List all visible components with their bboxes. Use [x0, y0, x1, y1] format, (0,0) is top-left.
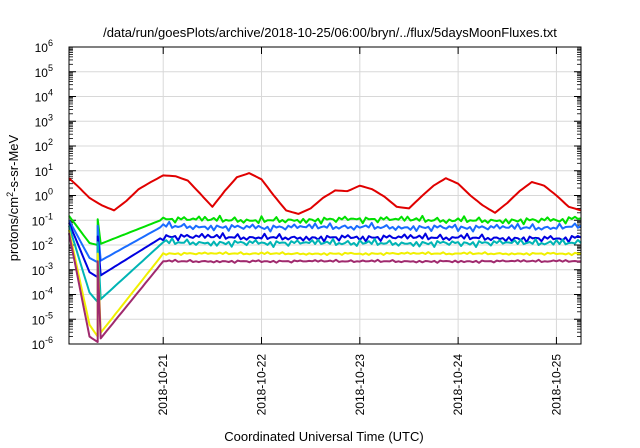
- plot-frame: [68, 46, 582, 345]
- y-axis-label-main: protons/cm: [6, 197, 21, 261]
- y-tick-label-exp: 2: [48, 137, 53, 147]
- y-tick-label-exp: 5: [48, 63, 53, 73]
- series-line: [68, 222, 582, 279]
- series-line: [68, 225, 582, 303]
- y-tick-label-base: 10: [35, 91, 49, 105]
- y-tick-label: 106: [35, 38, 53, 55]
- y-tick-label-exp: -3: [45, 261, 53, 271]
- y-tick-label-base: 10: [32, 338, 46, 352]
- y-tick-label: 100: [35, 187, 53, 204]
- y-tick-label-base: 10: [32, 264, 46, 278]
- y-tick-label-base: 10: [35, 41, 49, 55]
- y-tick-labels: 10-610-510-410-310-210-11001011021031041…: [32, 38, 53, 352]
- series-line: [68, 233, 582, 343]
- series-line: [68, 172, 582, 215]
- y-tick-label-base: 10: [35, 190, 49, 204]
- x-tick-label: 2018-10-22: [255, 354, 269, 416]
- x-tick-label: 2018-10-23: [353, 354, 367, 416]
- y-tick-label: 104: [35, 88, 53, 105]
- x-tick-labels: 2018-10-21 2018-10-22 2018-10-23 2018-10-24…: [156, 354, 563, 416]
- series-line: [68, 214, 582, 246]
- y-tick-label-exp: -2: [45, 236, 53, 246]
- y-tick-label-exp: -4: [45, 286, 53, 296]
- y-tick-label-exp: 6: [48, 38, 53, 48]
- y-tick-label: 10-3: [32, 261, 53, 278]
- y-tick-label: 10-5: [32, 310, 53, 327]
- y-tick-label-exp: 1: [48, 162, 53, 172]
- y-tick-label: 101: [35, 162, 53, 179]
- y-tick-label: 10-4: [32, 286, 53, 303]
- y-tick-label-base: 10: [32, 289, 46, 303]
- y-tick-label: 102: [35, 137, 53, 154]
- y-tick-label: 10-1: [32, 211, 53, 228]
- y-tick-label-exp: 4: [48, 88, 53, 98]
- x-tick-label: 2018-10-25: [549, 354, 563, 416]
- x-tick-label: 2018-10-24: [451, 354, 465, 416]
- y-tick-label: 103: [35, 112, 53, 129]
- y-tick-label-exp: -1: [45, 211, 53, 221]
- y-tick-label: 10-2: [32, 236, 53, 253]
- y-tick-label: 10-6: [32, 335, 53, 352]
- series-lines: [68, 172, 582, 343]
- y-tick-label-exp: 3: [48, 112, 53, 122]
- y-tick-label: 105: [35, 63, 53, 80]
- y-tick-label-base: 10: [32, 313, 46, 327]
- y-tick-label-base: 10: [35, 115, 49, 129]
- y-tick-label-base: 10: [35, 66, 49, 80]
- x-tick-label: 2018-10-21: [156, 354, 170, 416]
- y-axis-label-exp: 2: [5, 192, 15, 197]
- y-tick-label-base: 10: [35, 140, 49, 154]
- chart-title: /data/run/goesPlots/archive/2018-10-25/0…: [103, 25, 557, 40]
- y-tick-label-exp: -6: [45, 335, 53, 345]
- ticks: [69, 46, 581, 345]
- y-tick-label-base: 10: [32, 214, 46, 228]
- y-tick-label-base: 10: [35, 165, 49, 179]
- y-tick-label-exp: 0: [48, 187, 53, 197]
- series-line: [68, 229, 581, 338]
- x-axis-label: Coordinated Universal Time (UTC): [224, 429, 423, 444]
- y-axis-label-rest: -s-sr-MeV: [6, 134, 21, 191]
- series-line: [68, 219, 582, 264]
- y-tick-label-exp: -5: [45, 310, 53, 320]
- y-tick-label-base: 10: [32, 239, 46, 253]
- y-axis-label: protons/cm2-s-sr-MeV: [5, 134, 21, 261]
